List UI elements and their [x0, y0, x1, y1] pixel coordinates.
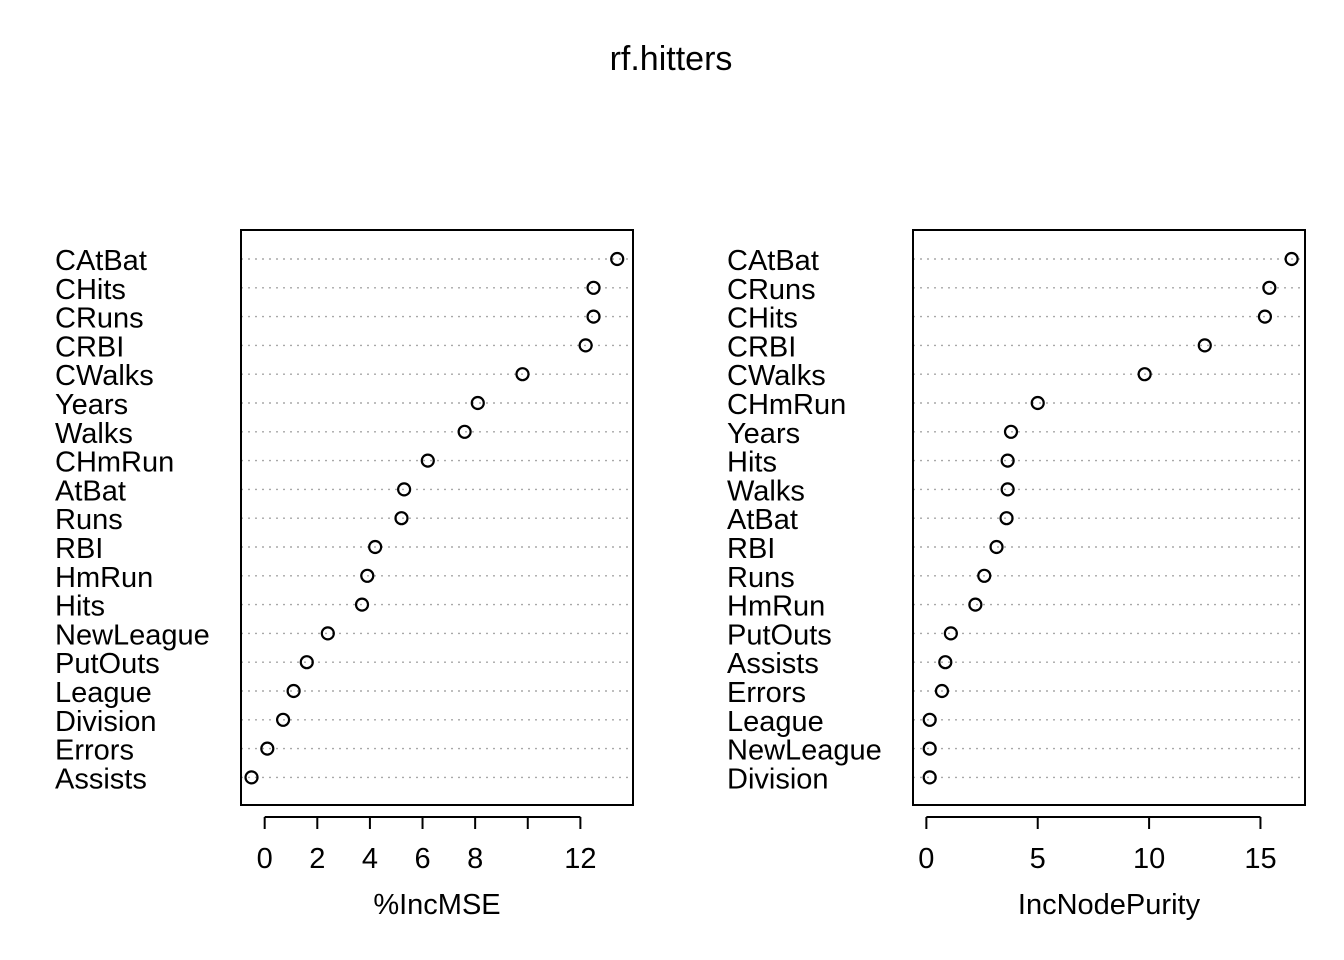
- row-label: League: [727, 706, 824, 738]
- row-label: AtBat: [55, 475, 126, 507]
- row-label: Runs: [727, 562, 795, 594]
- data-point: [1197, 338, 1212, 353]
- row-label: CWalks: [727, 360, 826, 392]
- row-label: CRuns: [55, 303, 144, 335]
- data-point: [938, 655, 953, 670]
- row-label: PutOuts: [727, 619, 832, 651]
- data-point: [275, 712, 291, 727]
- row-label: PutOuts: [55, 648, 160, 680]
- plot-frame: [912, 229, 1306, 806]
- data-point: [360, 568, 375, 583]
- row-label: CAtBat: [727, 245, 819, 277]
- x-tick-label: 6: [414, 843, 430, 875]
- data-point: [1284, 251, 1299, 267]
- x-tick-label: 2: [309, 843, 325, 875]
- data-point: [586, 280, 601, 295]
- data-point: [578, 338, 593, 353]
- row-label: NewLeague: [727, 735, 882, 767]
- row-label: CHits: [727, 303, 798, 335]
- row-label: CWalks: [55, 360, 154, 392]
- data-point: [999, 511, 1014, 526]
- row-label: Walks: [727, 475, 805, 507]
- x-tick-label: 4: [362, 843, 378, 875]
- x-tick-label: 12: [564, 843, 596, 875]
- chart-title: rf.hitters: [610, 40, 733, 78]
- data-point: [320, 626, 335, 641]
- row-label: CAtBat: [55, 245, 147, 277]
- data-point: [1000, 453, 1015, 468]
- data-point: [610, 251, 625, 267]
- data-point: [977, 568, 992, 583]
- data-point: [943, 626, 958, 641]
- data-point: [299, 655, 314, 670]
- data-point: [1000, 482, 1015, 497]
- row-label: CHmRun: [55, 447, 174, 479]
- data-point: [368, 539, 383, 555]
- data-point: [397, 482, 412, 497]
- row-label: League: [55, 677, 152, 709]
- x-axis-title: %IncMSE: [373, 889, 500, 921]
- x-axis-title: IncNodePurity: [1018, 889, 1201, 921]
- data-point: [922, 770, 937, 785]
- data-point: [1262, 280, 1277, 295]
- data-point: [922, 712, 937, 727]
- row-label: Assists: [55, 763, 147, 795]
- row-label: CHits: [55, 274, 126, 306]
- row-label: CHmRun: [727, 389, 846, 421]
- x-tick-label: 0: [918, 843, 934, 875]
- row-label: Years: [55, 389, 128, 421]
- data-point: [244, 770, 259, 785]
- row-label: Runs: [55, 504, 123, 536]
- plot-frame: [240, 229, 634, 806]
- data-point: [922, 741, 937, 756]
- x-tick-label: 0: [257, 843, 273, 875]
- data-point: [586, 309, 601, 324]
- data-point: [1030, 395, 1045, 411]
- x-tick-label: 10: [1133, 843, 1165, 875]
- x-tick-label: 15: [1244, 843, 1276, 875]
- data-point: [457, 424, 472, 439]
- row-label: Division: [727, 763, 829, 795]
- row-label: CRBI: [727, 331, 796, 363]
- row-label: Walks: [55, 418, 133, 450]
- data-point: [515, 367, 530, 382]
- row-label: Hits: [55, 591, 105, 623]
- x-tick-label: 8: [467, 843, 483, 875]
- data-point: [420, 453, 435, 468]
- row-label: RBI: [727, 533, 775, 565]
- data-point: [1003, 424, 1019, 439]
- row-label: HmRun: [727, 591, 825, 623]
- data-point: [1257, 309, 1273, 324]
- x-tick-label: 5: [1030, 843, 1046, 875]
- data-point: [1137, 367, 1152, 382]
- row-label: Assists: [727, 648, 819, 680]
- row-label: Errors: [55, 735, 134, 767]
- row-label: Division: [55, 706, 157, 738]
- row-label: CRuns: [727, 274, 816, 306]
- panel-1: CAtBatCHitsCRunsCRBICWalksYearsWalksCHmR…: [55, 229, 634, 921]
- panel-2: CAtBatCRunsCHitsCRBICWalksCHmRunYearsHit…: [727, 229, 1306, 921]
- data-point: [989, 539, 1004, 555]
- data-point: [286, 683, 301, 699]
- data-point: [260, 741, 275, 756]
- data-point: [968, 597, 983, 612]
- data-point: [470, 395, 485, 411]
- data-point: [354, 597, 370, 612]
- row-label: RBI: [55, 533, 103, 565]
- row-label: Hits: [727, 447, 777, 479]
- data-point: [934, 683, 950, 699]
- row-label: NewLeague: [55, 619, 210, 651]
- data-point: [394, 511, 409, 526]
- row-label: CRBI: [55, 331, 124, 363]
- row-label: Years: [727, 418, 800, 450]
- row-label: Errors: [727, 677, 806, 709]
- row-label: AtBat: [727, 504, 798, 536]
- row-label: HmRun: [55, 562, 153, 594]
